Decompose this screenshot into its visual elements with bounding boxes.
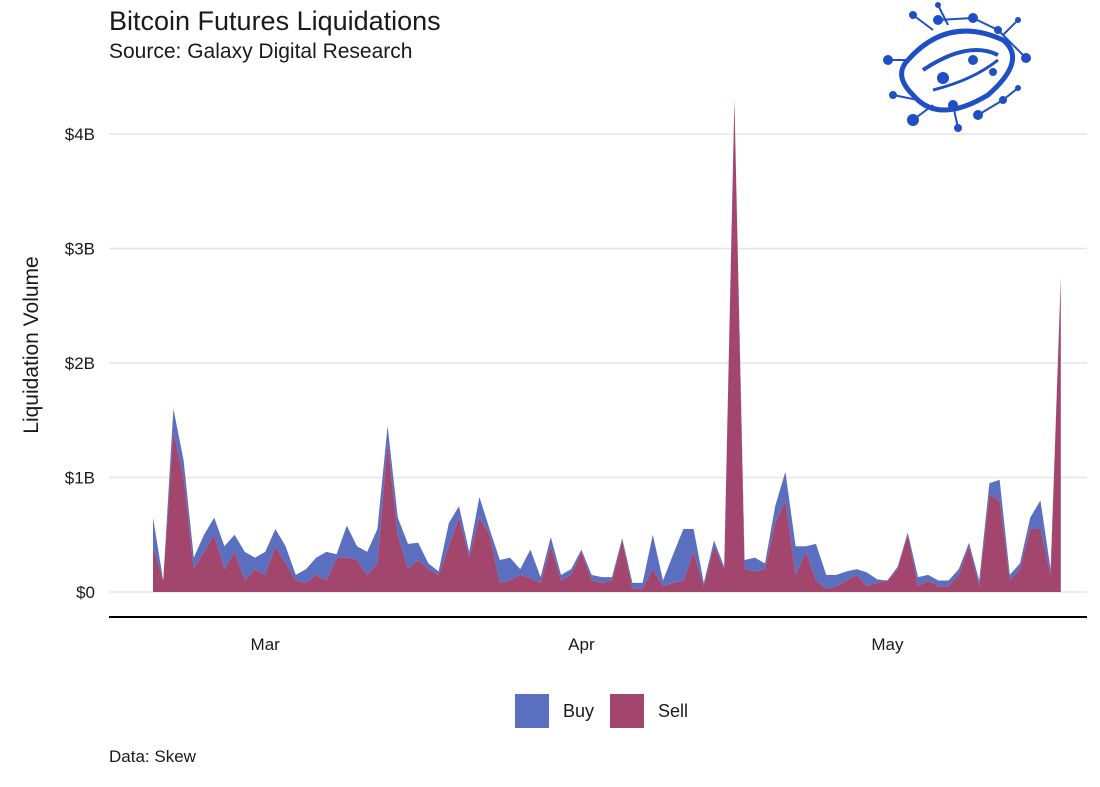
x-tick-label: Apr — [568, 635, 595, 654]
legend-label-sell: Sell — [658, 700, 689, 721]
sell-area — [153, 99, 1061, 593]
legend-swatch-buy — [515, 694, 549, 728]
legend-label-buy: Buy — [563, 700, 595, 721]
stacked-areas — [153, 99, 1061, 593]
y-tick-label: $4B — [65, 125, 95, 144]
x-tick-label: May — [871, 635, 904, 654]
chart-subtitle: Source: Galaxy Digital Research — [109, 40, 413, 63]
legend: Buy Sell — [515, 694, 704, 728]
y-axis-ticks: $0 $1B $2B $3B $4B — [65, 125, 95, 602]
gridlines — [109, 133, 1087, 593]
chart-title: Bitcoin Futures Liquidations — [109, 6, 441, 36]
galaxy-logo-icon — [883, 2, 1031, 132]
x-tick-label: Mar — [251, 635, 281, 654]
y-axis-title: Liquidation Volume — [20, 256, 43, 433]
legend-item-sell: Sell — [610, 694, 688, 728]
legend-item-buy: Buy — [515, 694, 594, 728]
y-tick-label: $1B — [65, 469, 95, 488]
y-tick-label: $3B — [65, 240, 95, 259]
buy-area — [153, 99, 1061, 589]
liquidation-chart: $0 $1B $2B $3B $4B Mar Apr May Liquidation Vol… — [20, 99, 1087, 654]
y-tick-label: $2B — [65, 354, 95, 373]
y-tick-label: $0 — [76, 583, 95, 602]
legend-swatch-sell — [610, 694, 645, 728]
x-axis-ticks: Mar Apr May — [251, 635, 904, 654]
data-source-caption: Data: Skew — [109, 747, 196, 766]
